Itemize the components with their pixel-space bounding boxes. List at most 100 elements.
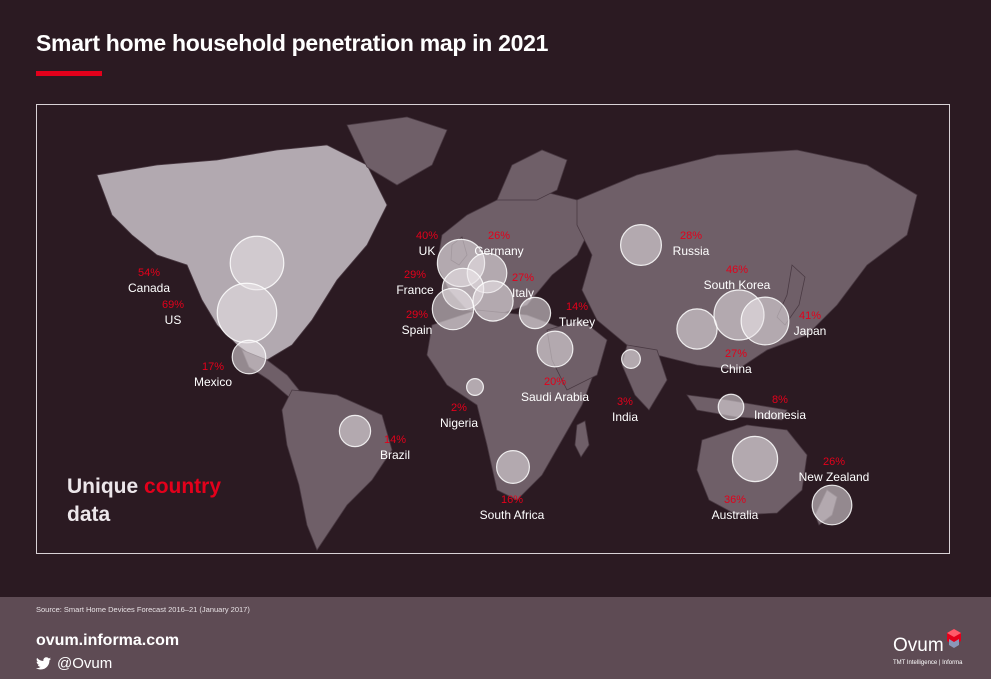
australia-name: Australia <box>711 508 759 522</box>
brand-subtitle: TMT Intelligence | Informa <box>893 660 963 666</box>
bubble-mexico[interactable] <box>231 339 267 375</box>
russia-pct: 28% <box>679 230 703 242</box>
twitter-handle-text: @Ovum <box>57 655 113 672</box>
label-new-zealand[interactable]: 26% New Zealand <box>799 455 870 485</box>
france-pct: 29% <box>403 269 427 281</box>
germany-pct: 26% <box>487 230 511 242</box>
uk-pct: 40% <box>415 230 439 242</box>
label-nigeria[interactable]: 2% Nigeria <box>440 401 478 431</box>
bubble-canada[interactable] <box>229 235 285 291</box>
asia-landmass <box>576 149 918 371</box>
bubble-indonesia[interactable] <box>717 393 745 421</box>
label-spain[interactable]: 29% Spain <box>402 308 433 338</box>
bubble-nigeria[interactable] <box>466 378 484 396</box>
label-india[interactable]: 3% India <box>612 395 638 425</box>
france-name: France <box>396 283 434 297</box>
turkey-pct: 14% <box>565 301 589 313</box>
indonesia-pct: 8% <box>772 394 788 406</box>
label-saudi-arabia[interactable]: 20% Saudi Arabia <box>521 375 589 405</box>
south-africa-pct: 16% <box>500 494 524 506</box>
tagline: Unique country data <box>67 473 221 529</box>
label-japan[interactable]: 41% Japan <box>794 309 827 339</box>
canada-pct: 54% <box>137 267 161 279</box>
tagline-part1: Unique <box>67 475 139 498</box>
japan-name: Japan <box>793 324 827 338</box>
bubble-brazil[interactable] <box>338 414 372 448</box>
saudi-arabia-pct: 20% <box>543 376 567 388</box>
spain-pct: 29% <box>405 309 429 321</box>
bubble-spain[interactable] <box>431 287 475 331</box>
label-canada[interactable]: 54% Canada <box>128 266 170 296</box>
bubble-india[interactable] <box>621 349 641 369</box>
bubble-australia[interactable] <box>731 435 779 483</box>
label-south-africa[interactable]: 16% South Africa <box>480 493 545 523</box>
germany-name: Germany <box>474 244 524 258</box>
bubble-china[interactable] <box>676 308 718 350</box>
brand-name: Ovum <box>893 635 944 656</box>
label-germany[interactable]: 26% Germany <box>474 229 523 259</box>
label-mexico[interactable]: 17% Mexico <box>194 360 232 390</box>
footer: Source: Smart Home Devices Forecast 2016… <box>0 597 991 679</box>
map-frame: 54% Canada 69% US 17% Mexico 14% Brazil … <box>36 104 950 554</box>
bubble-saudi-arabia[interactable] <box>536 330 574 368</box>
twitter-icon <box>36 657 51 670</box>
south-africa-name: South Africa <box>479 508 545 522</box>
china-name: China <box>720 362 752 376</box>
japan-pct: 41% <box>798 310 822 322</box>
bubble-south-africa[interactable] <box>496 450 531 485</box>
label-turkey[interactable]: 14% Turkey <box>559 300 595 330</box>
page-title: Smart home household penetration map in … <box>36 30 549 56</box>
bubble-us[interactable] <box>216 282 278 344</box>
label-australia[interactable]: 36% Australia <box>712 493 759 523</box>
bubble-new-zealand[interactable] <box>811 484 853 526</box>
label-france[interactable]: 29% France <box>396 268 433 298</box>
russia-name: Russia <box>672 244 710 258</box>
bubble-japan[interactable] <box>740 296 790 346</box>
world-map[interactable] <box>37 105 951 555</box>
new-zealand-name: New Zealand <box>798 470 870 484</box>
tagline-accent: country <box>144 475 222 498</box>
scandinavia-landmass <box>496 149 568 201</box>
turkey-name: Turkey <box>558 315 596 329</box>
brazil-name: Brazil <box>379 448 411 462</box>
label-us[interactable]: 69% US <box>162 298 184 328</box>
indonesia-name: Indonesia <box>753 408 807 422</box>
australia-pct: 36% <box>723 494 747 506</box>
south-korea-pct: 46% <box>725 264 749 276</box>
label-china[interactable]: 27% China <box>720 347 751 377</box>
italy-name: Italy <box>511 286 534 300</box>
nigeria-pct: 2% <box>451 402 467 414</box>
label-uk[interactable]: 40% UK <box>416 229 438 259</box>
canada-name: Canada <box>127 281 171 295</box>
bubble-russia[interactable] <box>619 223 663 267</box>
ovum-mark-icon <box>947 629 961 648</box>
label-south-korea[interactable]: 46% South Korea <box>704 263 771 293</box>
new-zealand-pct: 26% <box>822 456 846 468</box>
label-russia[interactable]: 28% Russia <box>673 229 710 259</box>
south-america-landmass <box>281 389 393 551</box>
india-pct: 3% <box>617 396 633 408</box>
twitter-handle[interactable]: @Ovum <box>36 655 112 672</box>
india-name: India <box>611 410 639 424</box>
label-indonesia[interactable]: 8% Indonesia <box>754 393 806 423</box>
china-pct: 27% <box>724 348 748 360</box>
bubble-turkey[interactable] <box>518 296 552 330</box>
saudi-arabia-name: Saudi Arabia <box>520 390 590 404</box>
source-note: Source: Smart Home Devices Forecast 2016… <box>36 605 250 614</box>
label-italy[interactable]: 27% Italy <box>512 271 534 301</box>
title-underline <box>36 71 102 76</box>
us-name: US <box>164 313 182 327</box>
uk-name: UK <box>418 244 436 258</box>
bubble-layer <box>216 223 853 526</box>
mexico-pct: 17% <box>201 361 225 373</box>
us-pct: 69% <box>161 299 185 311</box>
mexico-name: Mexico <box>193 375 233 389</box>
ovum-logo[interactable]: Ovum TMT Intelligence | Informa <box>893 627 983 671</box>
bubble-italy[interactable] <box>472 280 514 322</box>
italy-pct: 27% <box>511 272 535 284</box>
south-korea-name: South Korea <box>703 278 771 292</box>
brazil-pct: 14% <box>383 434 407 446</box>
label-brazil[interactable]: 14% Brazil <box>380 433 410 463</box>
nigeria-name: Nigeria <box>439 416 479 430</box>
website-link[interactable]: ovum.informa.com <box>36 632 180 649</box>
